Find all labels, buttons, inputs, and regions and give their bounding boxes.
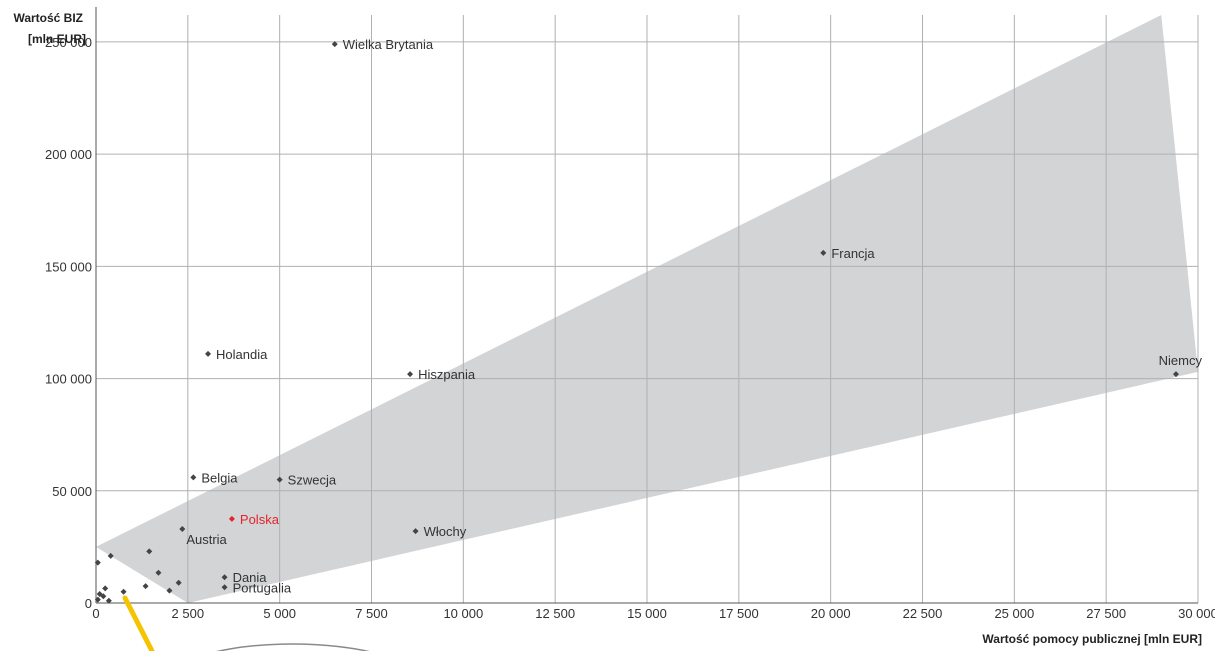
data-point [190, 474, 197, 481]
data-point [120, 588, 127, 595]
data-point [155, 569, 162, 576]
x-tick-label: 22 500 [903, 606, 943, 621]
data-point-label: Szwecja [288, 473, 337, 488]
x-tick-label: 20 000 [811, 606, 851, 621]
data-point [205, 350, 212, 357]
data-point [221, 584, 228, 591]
data-point-label: Dania [233, 570, 268, 585]
x-tick-label: 10 000 [443, 606, 483, 621]
x-tick-label: 25 000 [994, 606, 1034, 621]
y-tick-label: 250 000 [45, 35, 92, 50]
x-tick-label: 5 000 [263, 606, 296, 621]
annotation-arc [216, 643, 370, 651]
data-point-label: Holandia [216, 347, 268, 362]
data-point [228, 515, 235, 522]
data-point-label: Niemcy [1159, 353, 1203, 368]
data-point [102, 585, 109, 592]
y-tick-label: 0 [85, 596, 92, 611]
data-point [221, 574, 228, 581]
x-tick-label: 30 000 [1178, 606, 1215, 621]
data-point [1172, 371, 1179, 378]
x-tick-label: 7 500 [355, 606, 388, 621]
tick-label-layer: 0 2 500 5 000 7 500 10 000 12 500 15 000 17 500… [45, 35, 1215, 621]
x-tick-label: 15 000 [627, 606, 667, 621]
annotation-layer [122, 595, 370, 651]
x-axis-title: Wartość pomocy publicznej [mln EUR] [982, 632, 1202, 646]
data-point-label: Hiszpania [418, 367, 476, 382]
data-point-label: Austria [186, 532, 227, 547]
data-point [820, 249, 827, 256]
data-point [179, 525, 186, 532]
data-point-label: Włochy [424, 524, 467, 539]
data-point [175, 579, 182, 586]
data-point-layer: Wielka Brytania Francja Niemcy Holandia Hisz… [94, 37, 1203, 604]
x-tick-label: 2 500 [172, 606, 205, 621]
y-tick-label: 200 000 [45, 147, 92, 162]
x-tick-label: 0 [92, 606, 99, 621]
y-tick-label: 50 000 [52, 484, 92, 499]
data-point [100, 593, 107, 600]
data-point [407, 371, 414, 378]
data-point-label: Polska [240, 512, 280, 527]
data-point-label: Francja [831, 246, 875, 261]
data-point [412, 528, 419, 535]
annotation-pointer-line [122, 595, 155, 651]
data-point [166, 587, 173, 594]
data-point [276, 476, 283, 483]
data-point-label: Wielka Brytania [343, 37, 434, 52]
data-point [331, 41, 338, 48]
y-axis-title-line2: [mln EUR] [28, 32, 86, 46]
data-point [146, 548, 153, 555]
data-point-label: Belgia [201, 470, 238, 485]
y-tick-label: 100 000 [45, 372, 92, 387]
grid-layer [95, 15, 1199, 604]
y-tick-label: 150 000 [45, 259, 92, 274]
data-point [94, 596, 101, 603]
axis-layer [95, 7, 1198, 604]
x-tick-label: 12 500 [535, 606, 575, 621]
data-point [105, 597, 112, 604]
y-axis-title-line1: Wartość BIZ [13, 11, 83, 25]
x-tick-label: 17 500 [719, 606, 759, 621]
data-point-label: Portugalia [233, 580, 292, 595]
data-point [142, 583, 149, 590]
data-point [107, 552, 114, 559]
x-tick-label: 27 500 [1086, 606, 1126, 621]
data-point [94, 559, 101, 566]
